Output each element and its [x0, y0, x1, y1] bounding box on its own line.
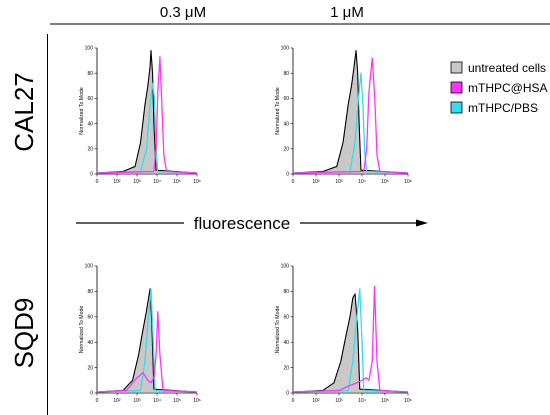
x-tick-label: 0 [292, 398, 295, 404]
panel-1: 0 20 40 60 80 100 0 10² 10³ 10⁴ 10⁵ 10⁶ Normalized T… [275, 46, 412, 185]
series-mthpc-hsa [292, 285, 409, 393]
y-axis-label: Normalized To Mode [79, 306, 85, 354]
y-tick-label: 100 [281, 264, 290, 270]
x-tick-label: 10⁴ [153, 398, 161, 404]
y-tick-label: 60 [283, 315, 289, 321]
legend-label-1: mTHPC@HSA [468, 81, 548, 95]
series-mthpc-pbs [96, 288, 198, 393]
legend-label-2: mTHPC/PBS [468, 101, 538, 115]
column-header-0: 0.3 μM [160, 4, 206, 21]
series-mthpc-hsa [96, 311, 198, 393]
row-header-0: CAL27 [9, 72, 39, 152]
series-mthpc-hsa [96, 56, 198, 174]
y-tick-label: 60 [87, 315, 93, 321]
x-tick-label: 0 [96, 398, 99, 404]
y-tick-label: 100 [85, 46, 94, 52]
x-tick-label: 10⁵ [173, 398, 181, 404]
histogram-panels: 0 20 40 60 80 100 0 10² 10³ 10⁴ 10⁵ 10⁶ Normalized T… [79, 46, 412, 404]
series-untreated-cells [292, 293, 409, 393]
panel-3: 0 20 40 60 80 100 0 10² 10³ 10⁴ 10⁵ 10⁶ Normalized T… [275, 264, 412, 404]
y-tick-label: 80 [283, 289, 289, 295]
panel-2: 0 20 40 60 80 100 0 10² 10³ 10⁴ 10⁵ 10⁶ Normalized T… [79, 264, 201, 404]
series-mthpc-pbs [96, 82, 198, 174]
x-tick-label: 10² [113, 398, 121, 404]
fluorescence-label: fluorescence [194, 214, 290, 233]
y-tick-label: 100 [281, 46, 290, 52]
y-tick-label: 60 [87, 96, 93, 102]
fluorescence-label-bg [184, 210, 300, 234]
x-tick-label: 0 [292, 179, 295, 185]
y-tick-label: 80 [87, 71, 93, 77]
x-tick-label: 10⁵ [381, 398, 389, 404]
y-axis-label: Normalized To Mode [275, 87, 281, 135]
legend: untreated cells mTHPC@HSA mTHPC/PBS [450, 61, 548, 115]
legend-swatch-2 [450, 101, 463, 114]
x-tick-label: 10⁶ [404, 179, 412, 185]
x-tick-label: 10³ [133, 179, 141, 185]
y-tick-label: 60 [283, 96, 289, 102]
y-tick-label: 0 [286, 391, 289, 397]
column-header-1: 1 μM [330, 4, 364, 21]
x-tick-label: 10⁴ [358, 398, 366, 404]
x-tick-label: 10⁵ [381, 179, 389, 185]
x-tick-label: 10⁴ [358, 179, 366, 185]
x-tick-label: 10³ [335, 179, 343, 185]
y-tick-label: 0 [286, 172, 289, 178]
y-axis-label: Normalized To Mode [275, 306, 281, 354]
x-tick-label: 10⁵ [173, 179, 181, 185]
series-mthpc-pbs [292, 72, 409, 174]
y-tick-label: 20 [87, 365, 93, 371]
x-tick-label: 10³ [335, 398, 343, 404]
series-untreated-cells [96, 49, 198, 174]
x-tick-label: 10⁴ [153, 179, 161, 185]
y-tick-label: 40 [283, 340, 289, 346]
x-tick-label: 10⁶ [404, 398, 412, 404]
x-tick-label: 0 [96, 179, 99, 185]
legend-label-0: untreated cells [468, 61, 546, 75]
y-tick-label: 100 [85, 264, 94, 270]
y-tick-label: 80 [283, 71, 289, 77]
legend-swatch-0 [450, 61, 463, 74]
x-tick-label: 10⁶ [193, 398, 201, 404]
series-mthpc-hsa [292, 57, 409, 174]
x-tick-label: 10³ [133, 398, 141, 404]
legend-swatch-1 [450, 81, 463, 94]
y-tick-label: 80 [87, 289, 93, 295]
panel-0: 0 20 40 60 80 100 0 10² 10³ 10⁴ 10⁵ 10⁶ Normalized T… [79, 46, 201, 185]
y-tick-label: 20 [283, 365, 289, 371]
y-tick-label: 0 [90, 172, 93, 178]
y-tick-label: 0 [90, 391, 93, 397]
y-tick-label: 40 [283, 121, 289, 127]
y-tick-label: 20 [283, 147, 289, 153]
x-tick-label: 10² [312, 179, 320, 185]
x-tick-label: 10² [113, 179, 121, 185]
x-tick-label: 10² [312, 398, 320, 404]
y-tick-label: 20 [87, 147, 93, 153]
x-tick-label: 10⁶ [193, 179, 201, 185]
y-tick-label: 40 [87, 121, 93, 127]
y-axis-label: Normalized To Mode [79, 87, 85, 135]
y-tick-label: 40 [87, 340, 93, 346]
row-header-1: SQD9 [9, 298, 39, 369]
fluorescence-arrow-head [416, 219, 428, 227]
series-untreated-cells [292, 49, 409, 174]
